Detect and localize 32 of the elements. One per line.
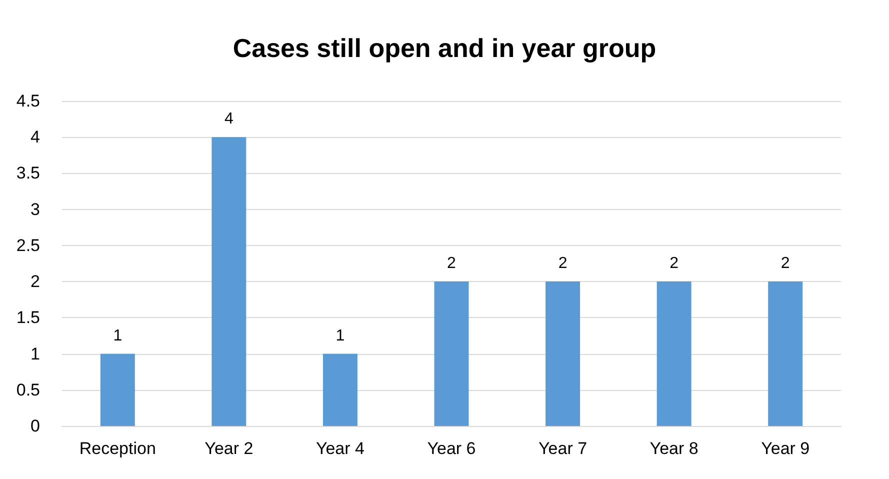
data-label: 1 xyxy=(113,327,122,344)
x-tick-label: Year 2 xyxy=(204,439,254,458)
y-tick-label: 1.5 xyxy=(16,308,40,328)
y-tick-label: 4.5 xyxy=(16,92,40,110)
y-tick-label: 0.5 xyxy=(16,380,40,400)
y-tick-label: 2.5 xyxy=(16,236,40,255)
data-label: 2 xyxy=(780,255,790,272)
x-tick-label: Year 9 xyxy=(761,439,810,458)
chart-title: Cases still open and in year group xyxy=(232,33,656,63)
data-label: 2 xyxy=(558,255,568,272)
data-label: 2 xyxy=(447,255,456,272)
y-tick-label: 3 xyxy=(30,200,40,219)
bar xyxy=(546,282,580,426)
bar xyxy=(100,354,135,426)
data-label: 2 xyxy=(670,255,679,272)
y-tick-label: 0 xyxy=(30,416,40,436)
bar xyxy=(212,137,246,426)
x-tick-label: Year 6 xyxy=(427,439,476,458)
x-tick-label: Year 7 xyxy=(538,439,588,458)
bar xyxy=(434,282,469,426)
bar xyxy=(322,354,358,426)
bar xyxy=(656,282,692,426)
data-label: 4 xyxy=(224,110,234,128)
y-tick-label: 3.5 xyxy=(16,164,40,183)
data-label: 1 xyxy=(336,327,345,344)
x-tick-label: Reception xyxy=(79,439,156,458)
x-tick-label: Year 4 xyxy=(316,439,364,458)
bar xyxy=(768,282,803,426)
x-tick-label: Year 8 xyxy=(650,439,698,458)
y-tick-label: 2 xyxy=(30,272,40,292)
y-tick-label: 4 xyxy=(30,128,40,147)
y-tick-label: 1 xyxy=(30,344,40,364)
